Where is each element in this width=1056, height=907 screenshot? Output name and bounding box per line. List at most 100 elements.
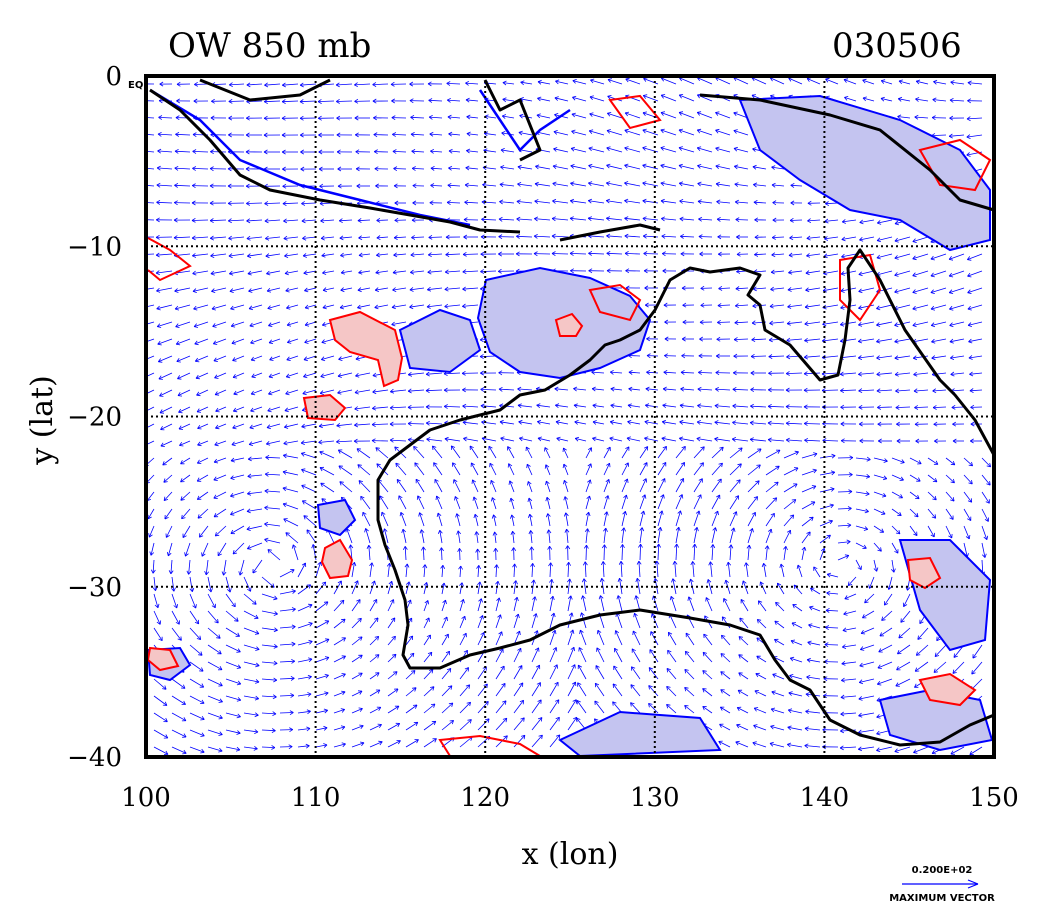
wind-vector-head [455, 513, 460, 518]
wind-vector-head [912, 322, 917, 328]
wind-vector [439, 530, 443, 544]
wind-vector [480, 270, 497, 272]
wind-vector [949, 338, 965, 343]
wind-vector [284, 270, 299, 274]
wind-vector-head [840, 321, 845, 327]
x-axis-ticks: 100 110 120 130 140 150 [121, 783, 1019, 813]
wind-vector-head [336, 149, 341, 155]
wind-vector-head [678, 128, 683, 134]
wind-vector [891, 542, 899, 554]
wind-vector [248, 440, 263, 445]
wind-vector [624, 129, 641, 136]
wind-vector [642, 164, 659, 170]
wind-vector [841, 236, 857, 240]
wind-vector [753, 725, 767, 731]
wind-vector [675, 527, 680, 544]
wind-vector [301, 202, 317, 204]
wind-vector [351, 742, 365, 748]
wind-vector [315, 601, 329, 612]
wind-vector-head [463, 217, 468, 223]
wind-vector [381, 511, 389, 527]
wind-vector [261, 644, 278, 648]
wind-vector [261, 729, 276, 732]
wind-vector-head [285, 390, 290, 396]
wind-vector-head [427, 81, 432, 87]
wind-vector [660, 164, 677, 170]
wind-vector-head [982, 553, 987, 558]
wind-vector-head [715, 111, 720, 116]
wind-vector-head [609, 436, 614, 442]
wind-vector-head [572, 699, 577, 704]
wind-vector [354, 406, 371, 410]
wind-vector-head [214, 532, 220, 537]
wind-vector [223, 559, 227, 576]
wind-vector [783, 530, 791, 544]
wind-vector-head [497, 268, 502, 274]
wind-vector [304, 304, 317, 309]
wind-vector-head [139, 218, 143, 222]
wind-vector-head [534, 647, 540, 652]
wind-vector-head [464, 182, 469, 188]
wind-vector-head [576, 717, 581, 723]
wind-vector [897, 116, 911, 119]
wind-vector [534, 218, 551, 221]
wind-vector-head [393, 252, 398, 258]
wind-vector-head [480, 251, 485, 257]
wind-vector [949, 321, 965, 326]
wind-vector [481, 201, 497, 204]
wind-vector [413, 446, 425, 459]
wind-vector-head [537, 436, 542, 442]
wind-vector-head [265, 455, 270, 460]
wind-vector [157, 167, 173, 170]
wind-vector-head [650, 631, 655, 636]
wind-vector-head [656, 543, 661, 548]
wind-vector-head [697, 386, 702, 392]
wind-vector [338, 465, 353, 476]
wind-vector-head [502, 80, 507, 86]
wind-vector-head [644, 302, 649, 308]
wind-vector [753, 287, 767, 290]
plot-frame [144, 74, 996, 759]
wind-vector-head [415, 478, 420, 484]
wind-vector [279, 695, 294, 697]
wind-vector-head [771, 690, 776, 696]
positive-ow-region [554, 312, 584, 337]
wind-vector [624, 147, 641, 153]
wind-vector-head [731, 437, 737, 442]
wind-vector-head [569, 198, 575, 204]
wind-vector-head [840, 438, 845, 444]
wind-vector [358, 480, 371, 493]
wind-vector-head [826, 572, 832, 578]
wind-vector [717, 218, 731, 221]
wind-vector-head [411, 670, 416, 675]
wind-vector [423, 582, 428, 595]
wind-vector [433, 462, 443, 476]
wind-vector [644, 437, 659, 442]
wind-vector-head [392, 653, 397, 659]
wind-vector-head [949, 97, 954, 103]
wind-vector-head [900, 459, 905, 464]
wind-vector [661, 437, 677, 442]
wind-vector-head [357, 690, 363, 695]
y-tick-label: −40 [67, 743, 122, 773]
wind-vector [286, 304, 299, 309]
wind-vector [639, 544, 641, 561]
wind-vector-head [425, 404, 430, 410]
wind-vector [372, 83, 389, 85]
wind-vector [189, 644, 203, 656]
wind-vector-head [426, 634, 431, 640]
wind-vector-head [695, 510, 701, 515]
wind-vector-head [215, 424, 220, 430]
wind-vector-head [793, 483, 798, 488]
wind-vector-head [803, 371, 808, 377]
wind-vector [369, 562, 373, 578]
wind-vector [697, 77, 713, 85]
wind-vector-head [466, 701, 471, 707]
wind-vector [729, 495, 739, 510]
wind-vector [351, 725, 364, 731]
wind-vector [430, 150, 443, 153]
wind-vector [297, 676, 312, 680]
wind-vector-head [914, 683, 919, 688]
wind-vector-head [450, 445, 456, 450]
wind-vector [714, 405, 731, 408]
